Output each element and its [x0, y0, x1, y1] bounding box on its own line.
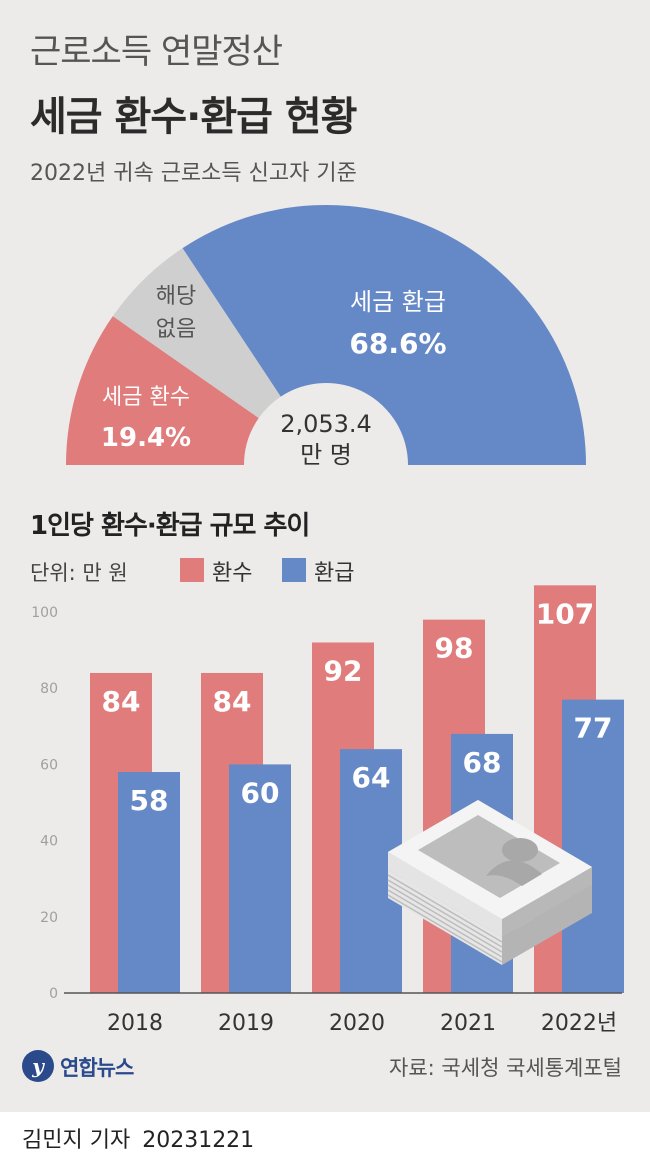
bar-chart: 0 20 40 60 80 100 84 58 2018 84 60 2019 92 64 2020 98 68…	[31, 585, 624, 1036]
legend-swatch-collect	[180, 558, 204, 582]
y-tick-label: 20	[40, 910, 58, 926]
pie-center-unit: 만 명	[300, 441, 352, 469]
pie-label-none-line1: 해당	[156, 284, 196, 309]
pie-label-refund-name: 세금 환급	[350, 288, 446, 316]
pie-center-value: 2,053.4	[280, 410, 372, 438]
reporter-name: 김민지 기자	[22, 1128, 131, 1153]
x-tick-label: 2020	[329, 1011, 385, 1036]
subtitle: 2022년 귀속 근로소득 신고자 기준	[30, 161, 357, 186]
y-tick-label: 0	[49, 986, 58, 1002]
bar-refund	[118, 772, 180, 993]
x-tick-label: 2021	[440, 1011, 496, 1036]
pie-slice-none	[112, 248, 281, 419]
pie-label-collect-value: 19.4%	[101, 423, 191, 453]
source-note: 자료: 국세청 국세통계포털	[389, 1056, 622, 1080]
x-tick-label: 2022년	[541, 1011, 617, 1036]
pie-slice-refund	[182, 204, 586, 466]
pie-label-collect-name: 세금 환수	[102, 385, 190, 410]
publish-date: 20231221	[142, 1128, 255, 1153]
y-tick-label: 40	[40, 834, 58, 850]
pie-label-refund-value: 68.6%	[349, 327, 446, 360]
bar-refund-value-label: 68	[463, 746, 502, 779]
unit-label: 단위: 만 원	[30, 561, 128, 585]
legend-label-collect: 환수	[212, 561, 253, 586]
title-line-2: 세금 환수·환급 현황	[30, 94, 357, 140]
bar-collect-value-label: 84	[213, 685, 252, 718]
bar-refund-value-label: 77	[574, 712, 613, 745]
legend-label-refund: 환급	[314, 561, 355, 586]
yonhap-logo-text: 연합뉴스	[60, 1056, 134, 1080]
bar-refund	[229, 764, 291, 993]
pie-label-none-line2: 없음	[156, 317, 196, 342]
bar-collect-value-label: 84	[102, 685, 141, 718]
y-tick-label: 60	[40, 757, 58, 773]
bar-chart-title: 1인당 환수·환급 규모 추이	[30, 511, 310, 541]
y-tick-label: 100	[31, 605, 58, 621]
pie-slice-collect	[66, 316, 259, 465]
x-tick-label: 2019	[218, 1011, 274, 1036]
bar-refund-value-label: 58	[130, 784, 169, 817]
bar-refund-value-label: 60	[241, 776, 280, 809]
bar-collect-value-label: 92	[324, 654, 363, 687]
bar-refund-value-label: 64	[352, 761, 391, 794]
title-line-1: 근로소득 연말정산	[30, 32, 283, 72]
legend-swatch-refund	[282, 558, 306, 582]
bar-collect-value-label: 107	[536, 597, 594, 630]
y-tick-label: 80	[40, 681, 58, 697]
bar-collect-value-label: 98	[435, 632, 474, 665]
x-tick-label: 2018	[107, 1011, 163, 1036]
byline: 김민지 기자 20231221	[22, 1122, 254, 1154]
